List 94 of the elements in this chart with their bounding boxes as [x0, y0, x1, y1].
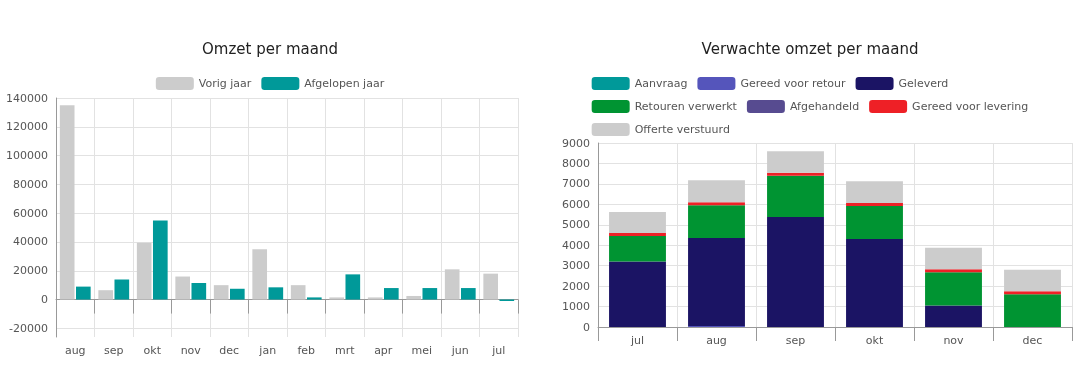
y-tick-label: 3000: [562, 259, 590, 273]
x-tick-label: feb: [297, 344, 316, 357]
bar: [422, 288, 438, 300]
x-tick-label: okt: [865, 334, 884, 347]
bar: [114, 279, 130, 300]
y-tick-label: 7000: [562, 177, 590, 191]
bar: [688, 238, 745, 326]
bar: [846, 239, 903, 327]
bar: [460, 288, 476, 300]
x-tick-label: dec: [1022, 334, 1043, 347]
y-tick-label: 0: [41, 293, 48, 307]
x-tick-label: jun: [450, 344, 469, 357]
bar: [609, 211, 666, 233]
y-tick-label: 0: [583, 320, 590, 334]
x-tick-label: jul: [629, 334, 645, 347]
y-tick-label: 20000: [13, 264, 48, 278]
bar: [1004, 291, 1061, 295]
bar: [925, 272, 982, 306]
x-tick-label: dec: [219, 344, 240, 357]
y-tick-label: 9000: [562, 136, 590, 150]
x-tick-label: nov: [943, 334, 965, 347]
bar: [688, 205, 745, 239]
legend-label: Retouren verwerkt: [634, 100, 738, 113]
bar: [688, 180, 745, 203]
legend-label: Offerte verstuurd: [634, 123, 730, 136]
chart-title: Verwachte omzet per maand: [701, 39, 919, 58]
bar: [191, 283, 207, 300]
x-tick-label: mrt: [334, 344, 356, 357]
bar: [268, 287, 284, 300]
x-tick-label: sep: [785, 334, 806, 347]
x-tick-label: okt: [143, 344, 162, 357]
bar: [444, 269, 460, 300]
bar: [252, 249, 268, 300]
legend-label: Vorig jaar: [198, 77, 252, 90]
y-tick-label: 140000: [6, 91, 48, 105]
y-tick-label: 120000: [6, 120, 48, 134]
bar: [136, 242, 152, 300]
y-tick-label: -20000: [9, 321, 48, 335]
bar: [213, 285, 229, 300]
x-tick-label: jul: [491, 344, 506, 357]
y-tick-label: 80000: [13, 177, 48, 191]
bar: [367, 297, 383, 300]
y-tick-label: 2000: [562, 279, 590, 293]
bar: [688, 202, 745, 206]
legend-label: Gereed voor retour: [740, 77, 847, 90]
y-tick-label: 100000: [6, 149, 48, 163]
bar: [175, 276, 191, 300]
bar: [846, 202, 903, 206]
y-tick-label: 4000: [562, 238, 590, 252]
y-tick-label: 6000: [562, 197, 590, 211]
bar: [229, 288, 245, 300]
y-tick-label: 40000: [13, 235, 48, 249]
bar: [925, 269, 982, 273]
legend-label: Geleverd: [898, 77, 949, 90]
x-tick-label: sep: [104, 344, 124, 357]
bar: [767, 217, 824, 327]
bar: [925, 305, 982, 327]
y-tick-label: 8000: [562, 156, 590, 170]
bar: [75, 286, 91, 300]
bar: [767, 175, 824, 218]
x-tick-label: aug: [706, 334, 727, 347]
bar: [290, 285, 306, 300]
bar: [306, 297, 322, 300]
bar: [609, 232, 666, 237]
bar: [59, 105, 75, 300]
bar: [329, 297, 345, 300]
bar: [1004, 294, 1061, 327]
legend-label: Afgelopen jaar: [304, 77, 385, 90]
x-tick-label: mei: [411, 344, 433, 357]
bar: [609, 236, 666, 262]
y-tick-label: 1000: [562, 300, 590, 314]
chart-title: Omzet per maand: [202, 39, 338, 58]
legend-label: Aanvraag: [634, 77, 688, 90]
y-tick-label: 60000: [13, 206, 48, 220]
bar: [152, 220, 168, 300]
bar: [925, 247, 982, 270]
x-tick-label: aug: [64, 344, 86, 357]
y-tick-label: 5000: [562, 218, 590, 232]
x-tick-label: jan: [258, 344, 277, 357]
x-tick-label: apr: [374, 344, 393, 357]
bar: [383, 288, 399, 300]
bar: [846, 181, 903, 203]
bar: [1004, 269, 1061, 292]
x-tick-label: nov: [180, 344, 202, 357]
bar: [767, 151, 824, 173]
bar: [406, 295, 422, 300]
bar: [345, 274, 361, 300]
bar: [609, 261, 666, 327]
bar: [767, 172, 824, 176]
bar: [846, 205, 903, 240]
legend-label: Gereed voor levering: [912, 100, 1029, 113]
bar: [98, 290, 114, 300]
bar: [483, 273, 499, 300]
legend-label: Afgehandeld: [789, 100, 860, 113]
